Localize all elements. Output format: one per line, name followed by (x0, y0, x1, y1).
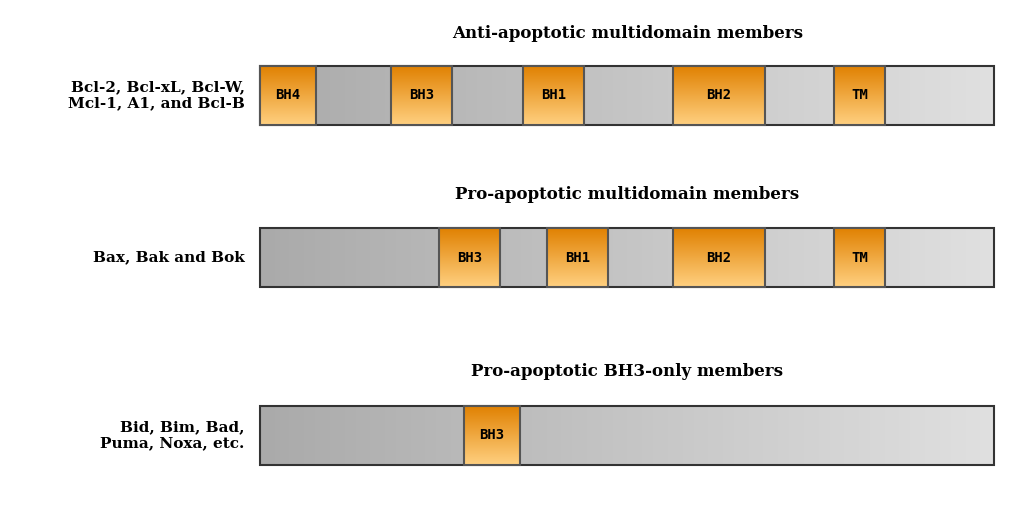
Bar (260, 66, 316, 125)
Text: Bax, Bak and Bok: Bax, Bak and Bok (93, 250, 245, 265)
Bar (546, 228, 607, 287)
Bar (260, 66, 994, 125)
Bar (390, 66, 451, 125)
Text: BH2: BH2 (706, 88, 731, 102)
Text: TM: TM (851, 88, 867, 102)
Bar (260, 406, 994, 465)
Bar (523, 66, 584, 125)
Bar (834, 228, 884, 287)
Bar (464, 406, 520, 465)
Text: BH3: BH3 (479, 428, 504, 442)
Bar (673, 66, 764, 125)
Text: Pro-apoptotic multidomain members: Pro-apoptotic multidomain members (454, 186, 799, 203)
Text: BH3: BH3 (409, 88, 433, 102)
Bar (438, 228, 499, 287)
Text: Anti-apoptotic multidomain members: Anti-apoptotic multidomain members (451, 25, 802, 42)
Text: TM: TM (851, 250, 867, 265)
Text: BH1: BH1 (541, 88, 566, 102)
Text: Pro-apoptotic BH3-only members: Pro-apoptotic BH3-only members (471, 363, 783, 381)
Bar (834, 66, 884, 125)
Text: BH2: BH2 (706, 250, 731, 265)
Text: BH1: BH1 (565, 250, 589, 265)
Bar (673, 228, 764, 287)
Text: Bid, Bim, Bad,
Puma, Noxa, etc.: Bid, Bim, Bad, Puma, Noxa, etc. (100, 420, 245, 450)
Bar (260, 228, 994, 287)
Text: BH4: BH4 (275, 88, 301, 102)
Text: BH3: BH3 (457, 250, 481, 265)
Text: Bcl-2, Bcl-xL, Bcl-W,
Mcl-1, A1, and Bcl-B: Bcl-2, Bcl-xL, Bcl-W, Mcl-1, A1, and Bcl… (68, 80, 245, 110)
